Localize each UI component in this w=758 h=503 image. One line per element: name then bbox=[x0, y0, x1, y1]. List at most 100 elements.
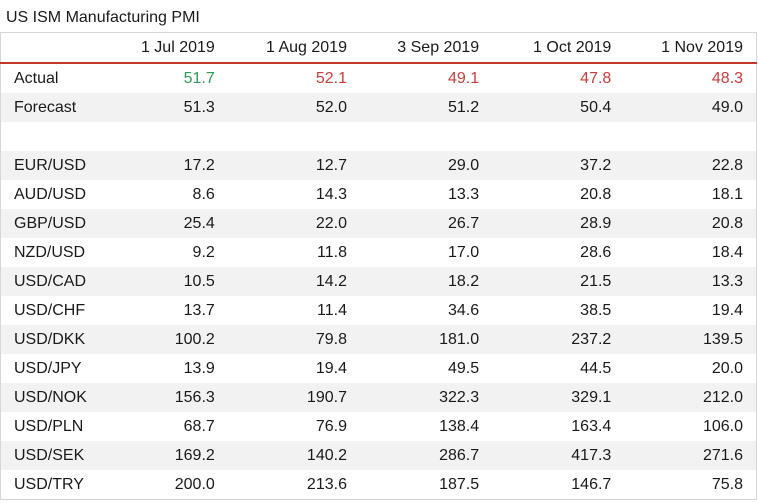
pair-value-cell: 106.0 bbox=[702, 418, 743, 435]
empty-cell bbox=[96, 122, 228, 151]
pair-value-cell: 271.6 bbox=[624, 441, 757, 470]
pair-value-cell: 13.3 bbox=[624, 267, 757, 296]
empty-cell bbox=[228, 122, 360, 151]
pair-value-cell: 181.0 bbox=[359, 325, 493, 354]
pair-label: USD/TRY bbox=[14, 476, 84, 493]
actual-cell: 51.7 bbox=[183, 70, 215, 87]
pair-value-cell: 322.3 bbox=[359, 383, 493, 412]
table-row: GBP/USD 25.4 22.0 26.7 28.9 20.8 bbox=[0, 209, 757, 238]
pair-value-cell: 18.2 bbox=[359, 267, 493, 296]
pair-value-cell: 44.5 bbox=[580, 360, 612, 377]
forecast-cell: 51.3 bbox=[95, 93, 228, 122]
pair-value-cell: 146.7 bbox=[571, 476, 612, 493]
pair-value-cell: 22.8 bbox=[624, 151, 757, 180]
pair-value-cell: 10.5 bbox=[95, 267, 228, 296]
pair-label: USD/SEK bbox=[0, 441, 96, 470]
empty-cell bbox=[624, 122, 756, 151]
pair-label: AUD/USD bbox=[14, 186, 87, 203]
actual-cell: 49.1 bbox=[448, 70, 480, 87]
pair-value-cell: 13.3 bbox=[448, 186, 480, 203]
empty-cell bbox=[492, 122, 624, 151]
pair-value-cell: 49.5 bbox=[448, 360, 480, 377]
pair-value-cell: 190.7 bbox=[227, 383, 360, 412]
pair-value-cell: 68.7 bbox=[183, 418, 215, 435]
pair-value-cell: 75.8 bbox=[711, 476, 743, 493]
pair-value-cell: 11.8 bbox=[317, 244, 347, 261]
table-row: USD/CHF 13.7 11.4 34.6 38.5 19.4 bbox=[1, 296, 757, 325]
pair-value-cell: 13.7 bbox=[183, 302, 215, 319]
table-row: NZD/USD 9.2 11.8 17.0 28.6 18.4 bbox=[1, 238, 757, 267]
pair-label: USD/PLN bbox=[14, 418, 84, 435]
pair-label: USD/JPY bbox=[14, 360, 82, 377]
actual-cell: 47.8 bbox=[580, 70, 612, 87]
date-header: 1 Jul 2019 bbox=[95, 32, 228, 64]
pair-value-cell: 213.6 bbox=[306, 476, 347, 493]
pair-value-cell: 20.8 bbox=[624, 209, 757, 238]
pair-value-cell: 329.1 bbox=[492, 383, 625, 412]
pair-label: USD/CHF bbox=[14, 302, 86, 319]
pair-label: NZD/USD bbox=[14, 244, 86, 261]
pair-value-cell: 11.4 bbox=[317, 302, 347, 319]
pair-value-cell: 139.5 bbox=[624, 325, 757, 354]
pair-value-cell: 38.5 bbox=[580, 302, 612, 319]
pair-value-cell: 13.9 bbox=[183, 360, 215, 377]
pair-value-cell: 169.2 bbox=[95, 441, 228, 470]
spacer-row bbox=[1, 122, 757, 151]
table-row: EUR/USD 17.2 12.7 29.0 37.2 22.8 bbox=[0, 151, 757, 180]
date-header: 3 Sep 2019 bbox=[359, 32, 493, 64]
table-row: AUD/USD 8.6 14.3 13.3 20.8 18.1 bbox=[1, 180, 757, 209]
pair-value-cell: 17.2 bbox=[95, 151, 228, 180]
pmi-reaction-table: 1 Jul 2019 1 Aug 2019 3 Sep 2019 1 Oct 2… bbox=[0, 32, 757, 500]
pair-value-cell: 156.3 bbox=[95, 383, 228, 412]
pair-value-cell: 37.2 bbox=[492, 151, 625, 180]
table-row: USD/TRY 200.0 213.6 187.5 146.7 75.8 bbox=[1, 470, 757, 500]
pair-value-cell: 9.2 bbox=[192, 244, 215, 261]
pair-value-cell: 19.4 bbox=[711, 302, 743, 319]
pair-value-cell: 212.0 bbox=[624, 383, 757, 412]
pair-value-cell: 20.0 bbox=[711, 360, 743, 377]
pair-label: USD/CAD bbox=[0, 267, 96, 296]
pair-value-cell: 29.0 bbox=[359, 151, 493, 180]
forecast-row: Forecast 51.3 52.0 51.2 50.4 49.0 bbox=[0, 93, 757, 122]
pair-value-cell: 26.7 bbox=[359, 209, 493, 238]
pair-value-cell: 79.8 bbox=[227, 325, 360, 354]
pair-value-cell: 14.2 bbox=[227, 267, 360, 296]
pair-label: GBP/USD bbox=[0, 209, 96, 238]
pair-value-cell: 163.4 bbox=[571, 418, 612, 435]
pair-value-cell: 138.4 bbox=[439, 418, 480, 435]
date-header: 1 Aug 2019 bbox=[227, 32, 360, 64]
header-corner bbox=[0, 32, 96, 64]
table-row: USD/DKK 100.2 79.8 181.0 237.2 139.5 bbox=[0, 325, 757, 354]
date-header: 1 Oct 2019 bbox=[492, 32, 625, 64]
pair-value-cell: 286.7 bbox=[359, 441, 493, 470]
pair-value-cell: 12.7 bbox=[227, 151, 360, 180]
pair-value-cell: 187.5 bbox=[439, 476, 480, 493]
pair-value-cell: 76.9 bbox=[315, 418, 347, 435]
pair-value-cell: 25.4 bbox=[95, 209, 228, 238]
pair-value-cell: 14.3 bbox=[315, 186, 347, 203]
table-row: USD/SEK 169.2 140.2 286.7 417.3 271.6 bbox=[0, 441, 757, 470]
actual-cell: 52.1 bbox=[315, 70, 347, 87]
actual-row: Actual 51.7 52.1 49.1 47.8 48.3 bbox=[1, 63, 757, 93]
pair-value-cell: 18.4 bbox=[711, 244, 743, 261]
pair-value-cell: 34.6 bbox=[448, 302, 480, 319]
table-row: USD/JPY 13.9 19.4 49.5 44.5 20.0 bbox=[1, 354, 757, 383]
empty-cell bbox=[360, 122, 492, 151]
pair-value-cell: 18.1 bbox=[711, 186, 743, 203]
pair-label: USD/NOK bbox=[0, 383, 96, 412]
actual-cell: 48.3 bbox=[711, 70, 743, 87]
table-row: USD/NOK 156.3 190.7 322.3 329.1 212.0 bbox=[0, 383, 757, 412]
header-row: 1 Jul 2019 1 Aug 2019 3 Sep 2019 1 Oct 2… bbox=[0, 32, 757, 64]
table-title: US ISM Manufacturing PMI bbox=[6, 9, 200, 26]
pair-label: USD/DKK bbox=[0, 325, 96, 354]
row-label: Forecast bbox=[0, 93, 96, 122]
pair-value-cell: 28.9 bbox=[492, 209, 625, 238]
pair-label: EUR/USD bbox=[0, 151, 96, 180]
forecast-cell: 50.4 bbox=[492, 93, 625, 122]
pair-value-cell: 28.6 bbox=[580, 244, 612, 261]
pair-value-cell: 100.2 bbox=[95, 325, 228, 354]
empty-cell bbox=[1, 122, 96, 151]
pair-value-cell: 21.5 bbox=[492, 267, 625, 296]
table-row: USD/PLN 68.7 76.9 138.4 163.4 106.0 bbox=[1, 412, 757, 441]
pair-value-cell: 140.2 bbox=[227, 441, 360, 470]
